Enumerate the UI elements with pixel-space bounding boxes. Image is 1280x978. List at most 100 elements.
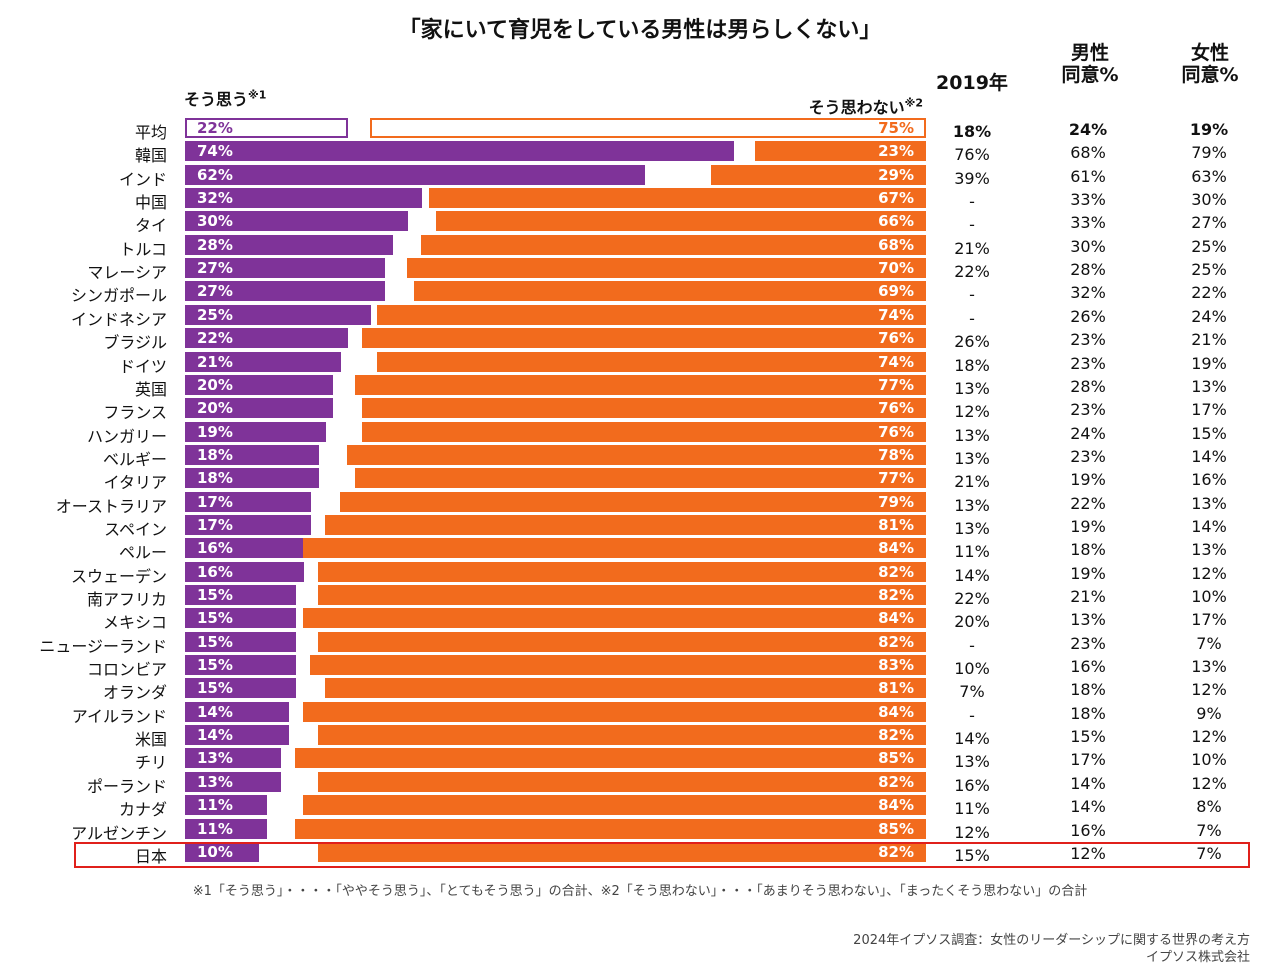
bar-disagree-label: 85% [878, 749, 914, 767]
value-2019: 21% [954, 239, 990, 258]
bar-disagree: 75% [369, 118, 926, 138]
value-male-agree: 33% [1070, 213, 1106, 232]
bar-disagree: 23% [755, 141, 926, 161]
value-male-agree: 14% [1070, 797, 1106, 816]
bar-disagree-label: 82% [878, 563, 914, 581]
bar-disagree-label: 68% [878, 236, 914, 254]
bar-agree-label: 27% [197, 282, 233, 300]
value-2019: 13% [954, 379, 990, 398]
value-male-agree: 14% [1070, 774, 1106, 793]
value-2019: 14% [954, 729, 990, 748]
bar-agree: 17% [185, 492, 312, 512]
value-female-agree: 8% [1196, 797, 1222, 816]
value-male-agree: 23% [1070, 400, 1106, 419]
country-label: アイルランド [71, 707, 167, 726]
country-label: 南アフリカ [86, 590, 167, 609]
country-label: ブラジル [103, 333, 167, 352]
country-label: メキシコ [102, 613, 167, 632]
bar-agree-label: 18% [197, 469, 233, 487]
value-male-agree: 24% [1070, 424, 1106, 443]
header-female: 女性 同意% [1181, 42, 1239, 86]
bar-disagree-label: 82% [878, 586, 914, 604]
bar-disagree-label: 76% [878, 329, 914, 347]
bar-agree-label: 22% [197, 119, 233, 137]
bar-disagree-label: 74% [878, 306, 914, 324]
value-female-agree: 7% [1196, 821, 1222, 840]
bar-disagree: 84% [302, 608, 926, 628]
bar-disagree: 81% [324, 515, 926, 535]
bar-disagree: 79% [339, 492, 926, 512]
bar-disagree-label: 84% [878, 609, 914, 627]
bar-agree: 27% [185, 281, 386, 301]
bar-disagree: 66% [436, 211, 926, 231]
bar-agree: 15% [185, 632, 297, 652]
country-label: シンガポール [70, 286, 167, 305]
bar-agree-label: 21% [197, 353, 233, 371]
value-2019: 13% [954, 449, 990, 468]
value-2019: 39% [954, 169, 990, 188]
value-2019: - [969, 215, 975, 234]
bar-agree-label: 25% [197, 306, 233, 324]
bar-disagree-label: 79% [878, 493, 914, 511]
highlight-japan-box [74, 842, 1250, 868]
country-label: トルコ [119, 240, 167, 259]
bar-disagree-label: 66% [878, 212, 914, 230]
bar-disagree-label: 81% [878, 516, 914, 534]
value-female-agree: 13% [1191, 540, 1227, 559]
value-2019: 13% [954, 752, 990, 771]
bar-disagree: 77% [354, 375, 926, 395]
bar-agree-label: 11% [197, 796, 233, 814]
bar-disagree-label: 82% [878, 633, 914, 651]
country-label: 中国 [134, 193, 167, 212]
country-label: フランス [103, 403, 167, 422]
source: 2024年イプソス調査：女性のリーダーシップに関する世界の考え方 イプソス株式会… [853, 932, 1250, 966]
legend-agree: そう思う※1 [184, 88, 267, 109]
value-female-agree: 7% [1196, 844, 1222, 863]
bar-disagree-label: 23% [878, 142, 914, 160]
value-female-agree: 27% [1191, 213, 1227, 232]
value-male-agree: 19% [1070, 470, 1106, 489]
value-female-agree: 15% [1191, 424, 1227, 443]
value-male-agree: 15% [1070, 727, 1106, 746]
bar-agree: 15% [185, 608, 297, 628]
value-male-agree: 18% [1070, 704, 1106, 723]
value-male-agree: 12% [1070, 844, 1106, 863]
value-female-agree: 13% [1191, 657, 1227, 676]
value-2019: 12% [954, 823, 990, 842]
country-label: イタリア [103, 473, 167, 492]
country-label: オーストラリア [55, 497, 167, 516]
bar-disagree-label: 76% [878, 423, 914, 441]
value-female-agree: 12% [1191, 727, 1227, 746]
value-male-agree: 33% [1070, 190, 1106, 209]
bar-agree-label: 15% [197, 679, 233, 697]
value-male-agree: 32% [1070, 283, 1106, 302]
bar-disagree-label: 67% [878, 189, 914, 207]
bar-disagree-label: 85% [878, 820, 914, 838]
bar-disagree-label: 78% [878, 446, 914, 464]
bar-agree-label: 20% [197, 399, 233, 417]
bar-disagree: 82% [317, 632, 926, 652]
value-female-agree: 19% [1189, 120, 1229, 139]
value-female-agree: 21% [1191, 330, 1227, 349]
bar-disagree: 29% [710, 165, 926, 185]
value-female-agree: 16% [1191, 470, 1227, 489]
value-2019: 15% [954, 846, 990, 865]
bar-agree-label: 28% [197, 236, 233, 254]
value-male-agree: 17% [1070, 750, 1106, 769]
bar-agree-label: 20% [197, 376, 233, 394]
country-label: ハンガリー [86, 427, 167, 446]
value-male-agree: 19% [1070, 517, 1106, 536]
value-2019: - [969, 309, 975, 328]
value-female-agree: 12% [1191, 564, 1227, 583]
bar-disagree-label: 69% [878, 282, 914, 300]
country-label: インド [118, 170, 167, 189]
value-male-agree: 30% [1070, 237, 1106, 256]
country-label: カナダ [118, 800, 167, 819]
bar-agree: 22% [185, 328, 349, 348]
bar-agree: 30% [185, 211, 408, 231]
bar-disagree: 76% [362, 398, 926, 418]
value-male-agree: 23% [1070, 447, 1106, 466]
bar-disagree-label: 82% [878, 773, 914, 791]
country-label: インドネシア [70, 310, 167, 329]
